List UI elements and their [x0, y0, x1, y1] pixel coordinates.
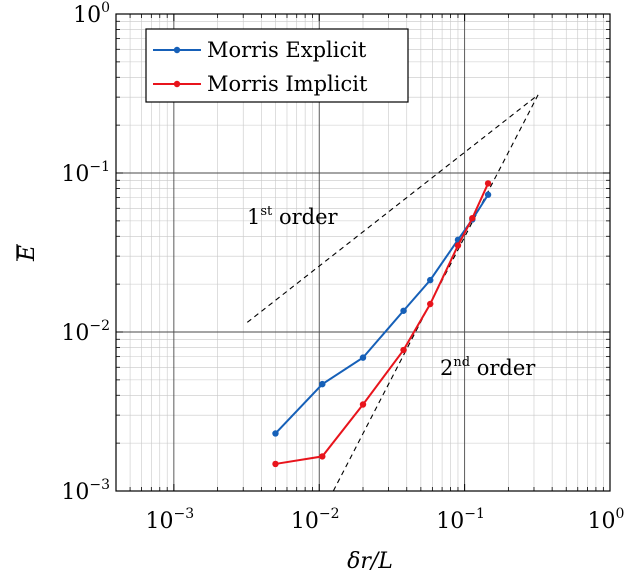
data-point-morris-explicit: [319, 380, 326, 388]
x-tick-base: 10: [146, 509, 174, 534]
data-point-morris-implicit: [400, 346, 407, 354]
second-order-reference-line: [332, 94, 539, 492]
tick-marks: [115, 13, 611, 492]
x-tick-label: 10−3: [146, 506, 195, 534]
data-point-morris-implicit: [484, 180, 492, 187]
legend: Morris Explicit Morris Implicit: [145, 28, 409, 103]
x-tick-exponent: −2: [319, 506, 340, 522]
series-line-morris-explicit: [274, 194, 489, 435]
x-tick-label: 10−1: [436, 506, 485, 534]
data-point-morris-implicit: [427, 300, 434, 308]
series-line-morris-implicit: [275, 183, 489, 465]
data-point-morris-implicit: [469, 214, 476, 222]
y-tick-label: 10−1: [61, 159, 110, 187]
first-order-reference-line: [246, 94, 539, 323]
first-order-base: 1: [247, 205, 260, 229]
x-tick-exponent: −3: [174, 506, 195, 522]
second-order-sup: nd: [453, 355, 470, 370]
y-tick-label: 10−2: [61, 318, 110, 346]
y-tick-exponent: −3: [89, 477, 110, 493]
x-tick-base: 10: [291, 509, 319, 534]
y-tick-label: 10−3: [61, 477, 110, 505]
x-tick-label: 100: [588, 506, 625, 534]
x-tick-labels: 10−3 10−2 10−1 100: [146, 506, 625, 534]
data-point-morris-explicit: [272, 430, 279, 437]
first-order-sup: st: [260, 204, 273, 219]
data-point-morris-implicit: [454, 242, 462, 249]
first-order-rest: order: [272, 205, 338, 229]
x-tick-exponent: −1: [464, 506, 485, 522]
x-axis-title: δr/L: [347, 549, 393, 574]
data-series: [272, 180, 492, 468]
y-tick-base: 10: [73, 3, 101, 28]
data-point-morris-implicit: [272, 460, 279, 468]
second-order-base: 2: [440, 356, 453, 380]
legend-marker-implicit: [173, 80, 181, 88]
y-axis-title-group: E: [15, 244, 40, 262]
x-tick-base: 10: [588, 509, 616, 534]
y-tick-exponent: −2: [89, 318, 110, 334]
legend-box: [145, 28, 409, 103]
y-tick-base: 10: [61, 162, 89, 187]
data-point-morris-explicit: [484, 191, 492, 198]
second-order-rest: order: [470, 356, 536, 380]
y-tick-exponent: 0: [101, 0, 110, 16]
data-point-morris-explicit: [359, 354, 367, 361]
legend-label-implicit: Morris Implicit: [207, 72, 368, 96]
data-point-morris-explicit: [427, 276, 434, 284]
data-point-morris-explicit: [400, 307, 407, 314]
data-point-morris-implicit: [319, 453, 326, 460]
y-tick-base: 10: [61, 321, 89, 346]
y-axis-title: E: [15, 245, 40, 262]
legend-marker-explicit: [173, 46, 181, 54]
legend-label-explicit: Morris Explicit: [207, 38, 367, 62]
y-tick-label: 100: [73, 0, 110, 28]
reference-lines: [246, 94, 539, 492]
data-point-morris-implicit: [359, 401, 367, 408]
x-tick-label: 10−2: [291, 506, 340, 534]
y-tick-exponent: −1: [89, 159, 110, 175]
first-order-label: 1st order: [247, 204, 339, 229]
y-tick-base: 10: [61, 480, 89, 505]
x-tick-exponent: 0: [616, 506, 625, 522]
second-order-label: 2nd order: [440, 355, 536, 380]
x-tick-base: 10: [436, 509, 464, 534]
